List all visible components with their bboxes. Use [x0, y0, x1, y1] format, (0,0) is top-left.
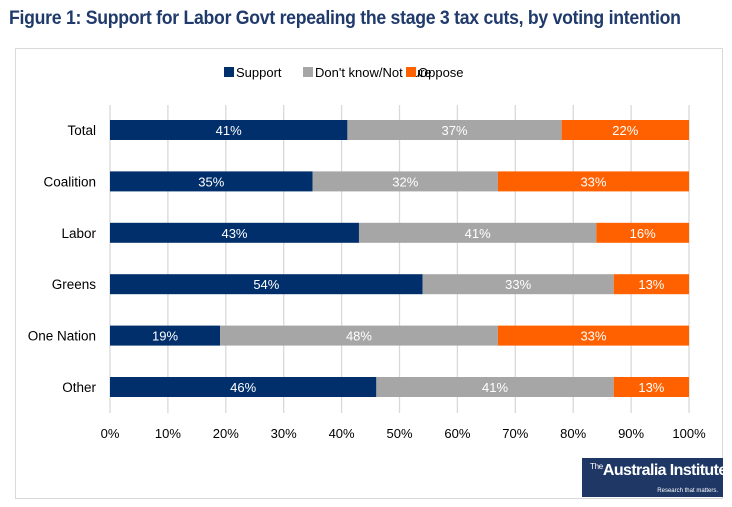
bar-segment	[497, 325, 689, 346]
legend-swatch	[224, 67, 234, 77]
bar-segment	[110, 274, 423, 295]
bar-segment	[358, 222, 597, 243]
x-tick-label: 90%	[618, 426, 644, 441]
data-label: 33%	[580, 174, 606, 189]
bar-segment	[347, 120, 562, 140]
x-tick-label: 70%	[502, 426, 528, 441]
data-label: 41%	[465, 226, 491, 241]
data-labels: 41% 37% 22% 35% 32% 33% 43% 41% 16% 54% 33% 13% 19% 4…	[152, 123, 665, 395]
logo-name: Australia Institute	[602, 462, 727, 479]
category-label: Total	[67, 123, 96, 138]
bar-segment	[613, 274, 689, 295]
bar-segment	[110, 222, 359, 243]
gridlines	[109, 105, 690, 413]
x-tick-label: 20%	[213, 426, 239, 441]
bar-segment	[220, 325, 498, 346]
x-tick-label: 100%	[672, 426, 706, 441]
data-label: 33%	[580, 329, 606, 344]
x-tick-label: 10%	[155, 426, 181, 441]
legend-label: Oppose	[418, 65, 464, 80]
data-label: 13%	[638, 277, 664, 292]
bar-segment	[497, 171, 689, 192]
data-label: 37%	[441, 123, 467, 138]
x-tick-label: 30%	[271, 426, 297, 441]
x-tick-label: 50%	[386, 426, 412, 441]
bar-segment	[596, 222, 689, 243]
bar-segment	[613, 377, 689, 397]
data-label: 46%	[230, 380, 256, 395]
x-tick-labels: 0% 10% 20% 30% 40% 50% 60% 70% 80% 90% 100%	[101, 426, 706, 441]
bars	[110, 120, 689, 397]
x-tick-label: 40%	[329, 426, 355, 441]
logo-the: The	[590, 462, 603, 471]
chart-title: Figure 1: Support for Labor Govt repeali…	[9, 8, 681, 29]
bar-segment	[110, 377, 377, 397]
data-label: 22%	[612, 123, 638, 138]
data-label: 32%	[392, 174, 418, 189]
bar-segment	[561, 120, 689, 140]
bar-segment	[312, 171, 498, 192]
data-label: 43%	[221, 226, 247, 241]
logo-wordmark: TheAustralia Institute	[590, 462, 727, 480]
legend-label: Don't know/Not sure	[315, 65, 432, 80]
bar-segment	[110, 325, 221, 346]
australia-institute-logo: TheAustralia Institute Research that mat…	[582, 458, 727, 497]
category-label: Coalition	[43, 174, 96, 189]
legend-swatch	[303, 67, 313, 77]
data-label: 35%	[198, 174, 224, 189]
data-label: 41%	[216, 123, 242, 138]
category-labels: Total Coalition Labor Greens One Nation Other	[28, 123, 97, 395]
data-label: 48%	[346, 329, 372, 344]
category-label: Labor	[61, 226, 96, 241]
logo-tagline: Research that matters.	[657, 488, 718, 494]
data-label: 41%	[482, 380, 508, 395]
bar-segment	[376, 377, 614, 397]
legend-label: Support	[236, 65, 282, 80]
category-label: One Nation	[28, 329, 96, 344]
data-label: 54%	[253, 277, 279, 292]
legend-swatch	[406, 67, 416, 77]
chart-frame	[15, 48, 723, 499]
data-label: 13%	[638, 380, 664, 395]
data-label: 16%	[630, 226, 656, 241]
x-tick-label: 0%	[101, 426, 120, 441]
x-tick-label: 60%	[444, 426, 470, 441]
bar-segment	[422, 274, 614, 295]
data-label: 33%	[505, 277, 531, 292]
data-label: 19%	[152, 329, 178, 344]
category-label: Other	[62, 380, 96, 395]
bar-segment	[110, 171, 313, 192]
x-tick-label: 80%	[560, 426, 586, 441]
bar-segment	[110, 120, 348, 140]
category-label: Greens	[52, 277, 97, 292]
